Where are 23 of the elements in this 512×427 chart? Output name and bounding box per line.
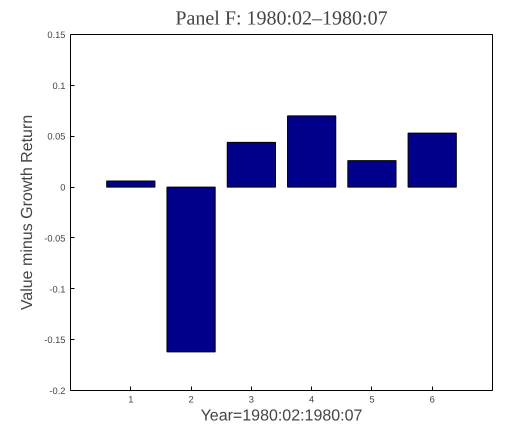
- x-tick-label: 3: [248, 394, 254, 404]
- y-tick-label: 0: [60, 182, 66, 193]
- x-tick-label: 6: [430, 394, 435, 404]
- bar: [287, 115, 336, 188]
- chart-title: Panel F: 1980:02–1980:07: [175, 8, 388, 30]
- y-tick-label: 0.15: [47, 30, 66, 40]
- y-tick-label: -0.2: [49, 386, 66, 396]
- bar: [226, 142, 276, 188]
- y-tick-label: -0.1: [49, 284, 66, 294]
- y-tick-label: -0.05: [44, 233, 66, 244]
- bar: [408, 132, 457, 188]
- y-tick-label: 0.05: [47, 132, 66, 142]
- y-tick-label: -0.15: [44, 335, 66, 346]
- x-tick-label: 1: [128, 394, 134, 404]
- bar: [347, 160, 397, 188]
- bar: [166, 186, 216, 352]
- x-tick-label: 5: [369, 394, 375, 404]
- bar: [106, 180, 156, 188]
- y-tick-label: 0.1: [52, 80, 66, 91]
- y-axis-title: Value minus Growth Return: [19, 114, 36, 310]
- x-tick-label: 4: [309, 394, 314, 404]
- x-axis-title: Year=1980:02:1980:07: [200, 408, 362, 424]
- x-tick-label: 2: [188, 394, 194, 404]
